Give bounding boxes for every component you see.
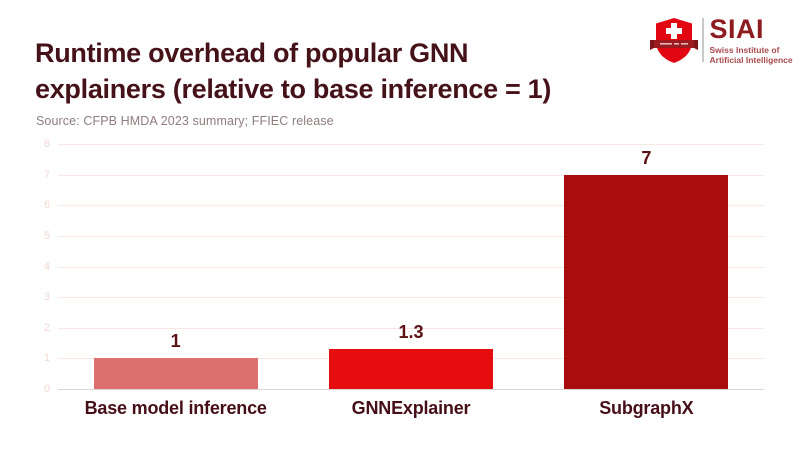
y-tick-label-0: 0 bbox=[43, 383, 50, 395]
logo-subtitle-line2: Artificial Intelligence bbox=[709, 54, 793, 65]
y-tick-label-8: 8 bbox=[43, 138, 50, 150]
gridline-y3 bbox=[58, 297, 764, 299]
y-tick-label-6: 6 bbox=[43, 199, 50, 212]
gridline-y8 bbox=[58, 144, 764, 145]
siai-logo: SIAI Swiss Institute of Artificial Intel… bbox=[650, 16, 793, 65]
page-title: Runtime overhead of popular GNN explaine… bbox=[35, 35, 675, 107]
category-label-base-model-inference: Base model inference bbox=[84, 398, 267, 418]
page-title-line2: explainers (relative to base inference =… bbox=[35, 74, 552, 105]
category-label-subgraphx: SubgraphX bbox=[599, 398, 694, 418]
y-tick-label-5: 5 bbox=[43, 229, 50, 242]
gridline-y7 bbox=[58, 174, 764, 176]
source-note: Source: CFPB HMDA 2023 summary; FFIEC re… bbox=[36, 113, 334, 128]
y-tick-label-4: 4 bbox=[43, 260, 50, 273]
bar-subgraphx bbox=[564, 174, 729, 389]
value-label-gnnexplainer: 1.3 bbox=[398, 322, 424, 343]
x-axis-line bbox=[58, 389, 764, 390]
logo-divider bbox=[702, 18, 704, 62]
gridline-y4 bbox=[58, 266, 764, 268]
y-tick-label-1: 1 bbox=[43, 352, 50, 365]
value-label-subgraphx: 7 bbox=[641, 147, 652, 168]
y-tick-label-3: 3 bbox=[43, 291, 50, 304]
gridline-y2 bbox=[58, 327, 764, 329]
gridline-y5 bbox=[58, 235, 764, 237]
gridline-y6 bbox=[58, 205, 764, 207]
page-title-line1: Runtime overhead of popular GNN bbox=[35, 38, 469, 69]
y-tick-label-7: 7 bbox=[43, 168, 50, 181]
logo-wordmark: SIAI bbox=[709, 14, 765, 44]
logo-text: SIAI Swiss Institute of Artificial Intel… bbox=[710, 16, 793, 65]
logo-subtitle: Swiss Institute of Artificial Intelligen… bbox=[709, 45, 793, 65]
category-label-gnnexplainer: GNNExplainer bbox=[351, 398, 471, 418]
y-tick-label-2: 2 bbox=[43, 321, 50, 334]
value-label-base-model-inference: 1 bbox=[170, 331, 181, 352]
bar-gnnexplainer bbox=[329, 349, 493, 389]
siai-shield-icon bbox=[650, 18, 698, 63]
logo-subtitle-line1: Swiss Institute of bbox=[709, 45, 780, 55]
bar-base-model-inference bbox=[93, 358, 258, 389]
